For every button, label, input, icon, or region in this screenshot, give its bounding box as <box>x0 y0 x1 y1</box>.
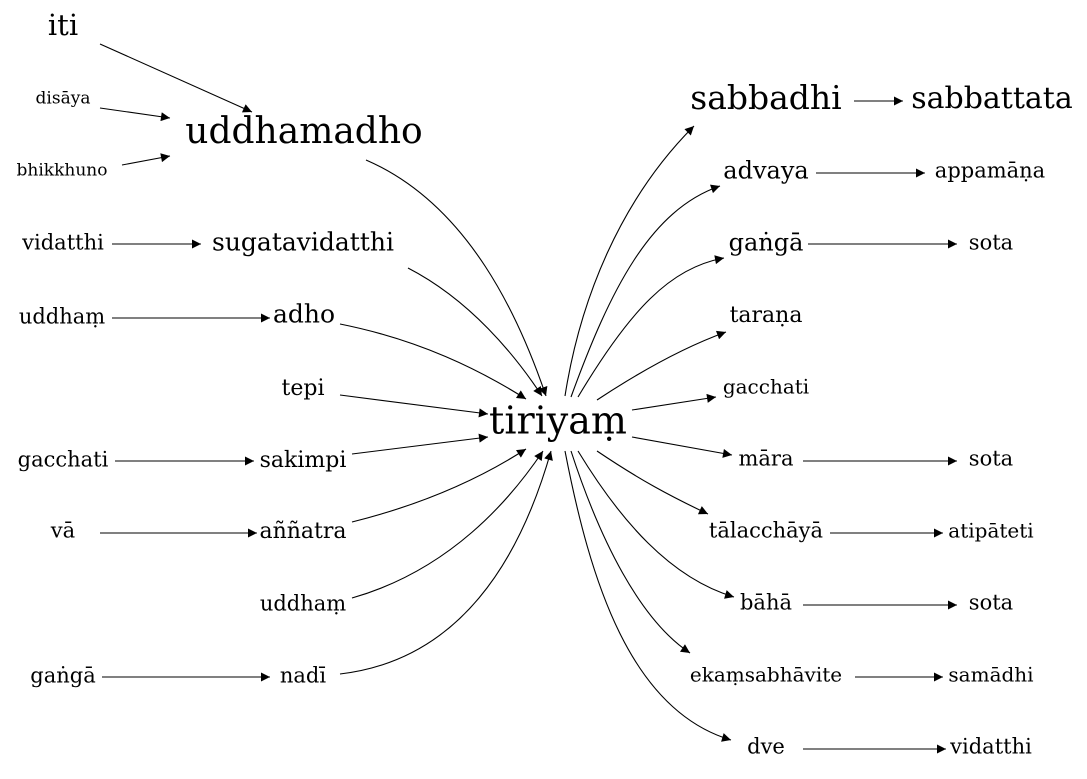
node-advaya: advaya <box>723 157 808 185</box>
node-iti: iti <box>48 8 78 42</box>
node-ekamsabhavite: ekaṃsabhāvite <box>690 663 842 687</box>
edge-annatra-tiriyam <box>351 448 527 523</box>
node-talacchaya: tālacchāyā <box>709 519 823 543</box>
edge-uddham-tiriyam <box>351 450 544 599</box>
edge-iti-uddhamadho <box>99 43 253 113</box>
edge-tiriyam-advaya <box>570 184 721 398</box>
node-uddham-left-1: uddhaṃ <box>19 305 105 329</box>
edge-sugatavidatthi-tiriyam <box>407 267 543 397</box>
node-va: vā <box>50 519 75 543</box>
node-sugatavidatthi: sugatavidatthi <box>212 228 394 257</box>
edge-uddhamadho-tiriyam <box>365 159 548 397</box>
edges <box>99 43 957 754</box>
node-appamana: appamāṇa <box>935 159 1045 183</box>
node-bhikkhuno: bhikkhuno <box>17 161 108 181</box>
node-annatra: aññatra <box>259 519 346 544</box>
node-samadhi: samādhi <box>948 663 1033 687</box>
node-atipateti: atipāteti <box>948 519 1033 543</box>
node-ganga-left: gaṅgā <box>30 664 95 688</box>
node-sakimpi: sakimpi <box>260 448 347 473</box>
node-sota-1: sota <box>969 231 1013 255</box>
edge-tiriyam-ekamsabhavite <box>570 450 691 654</box>
node-disaya: disāya <box>36 89 91 109</box>
edge-sakimpi-tiriyam <box>351 433 489 455</box>
edge-adho-tiriyam <box>339 323 527 400</box>
node-sota-2: sota <box>969 447 1013 471</box>
node-vidatthi-left: vidatthi <box>21 231 104 255</box>
edge-tiriyam-tarana <box>596 330 727 401</box>
node-mara: māra <box>739 447 794 471</box>
edge-tepi-tiriyam <box>339 394 489 418</box>
edge-disaya-uddhamadho <box>99 107 171 122</box>
node-ganga-right: gaṅgā <box>729 229 804 257</box>
edge-tiriyam-baha <box>577 450 735 599</box>
node-adho: adho <box>273 300 335 329</box>
node-gacchati-left: gacchati <box>18 448 109 472</box>
edge-bhikkhuno-uddhamadho <box>121 153 171 166</box>
node-vidatthi-right: vidatthi <box>949 735 1032 759</box>
node-sabbadhi: sabbadhi <box>690 78 841 117</box>
node-nadi: nadī <box>280 664 326 688</box>
node-gacchati-right: gacchati <box>723 375 809 399</box>
edge-tiriyam-mara <box>631 436 733 458</box>
node-tarana: taraṇa <box>730 303 803 328</box>
edge-tiriyam-sabbadhi <box>564 125 695 397</box>
edge-tiriyam-ganga <box>577 255 725 398</box>
edge-tiriyam-dve <box>564 450 732 742</box>
node-uddham-left-2: uddhaṃ <box>260 592 346 616</box>
node-tiriyam: tiriyaṃ <box>489 399 627 443</box>
node-sabbattata: sabbattata <box>911 81 1073 116</box>
nodes: iti disāya bhikkhuno uddhamadho vidatthi… <box>17 8 1073 759</box>
edge-nadi-tiriyam <box>339 450 553 675</box>
node-sota-3: sota <box>969 591 1013 615</box>
node-tepi: tepi <box>282 376 325 401</box>
edge-tiriyam-talacchaya <box>596 450 709 515</box>
node-baha: bāhā <box>740 591 792 615</box>
node-dve: dve <box>747 735 785 759</box>
edge-tiriyam-gacchati <box>631 393 717 411</box>
node-uddhamadho: uddhamadho <box>185 111 422 152</box>
